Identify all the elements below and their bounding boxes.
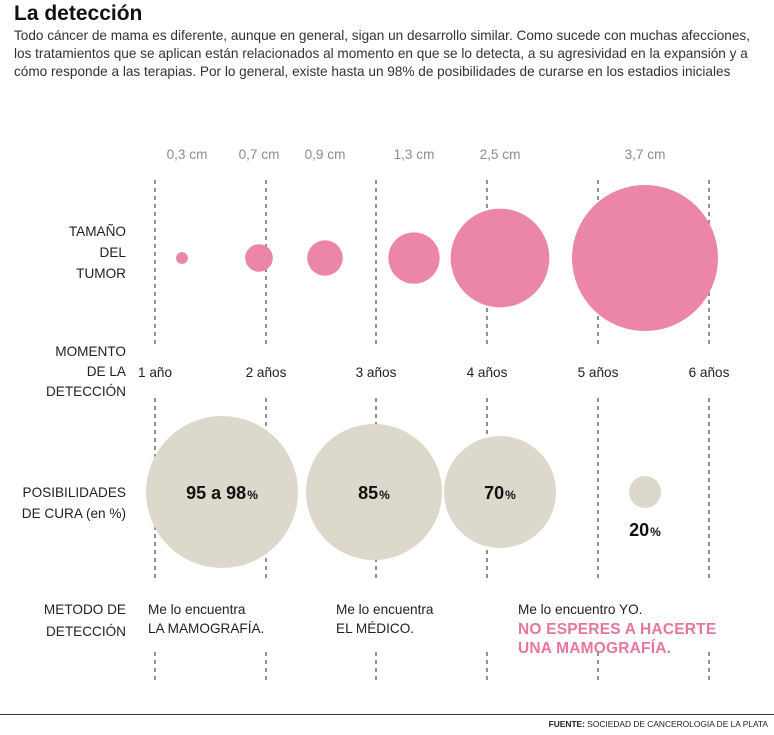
- size-label: 0,7 cm: [239, 147, 280, 162]
- year-label: 1 año: [138, 365, 172, 380]
- tumor-bubble: [388, 232, 440, 284]
- size-label: 0,3 cm: [167, 147, 208, 162]
- cure-bubble: [146, 416, 298, 568]
- year-label: 4 años: [467, 365, 508, 380]
- cta-line2: UNA MAMOGRAFÍA.: [518, 640, 672, 657]
- intro-text: Todo cáncer de mama es diferente, aunque…: [14, 28, 750, 79]
- cure-bubble: [306, 424, 442, 560]
- year-label: 6 años: [689, 365, 730, 380]
- cure-bubble: [629, 476, 661, 508]
- cure-bubble: [444, 436, 556, 548]
- year-labels: 1 año 2 años 3 años 4 años 5 años 6 años: [138, 365, 730, 380]
- size-row-label-1: TAMAÑO: [69, 224, 126, 239]
- cta-line1: NO ESPERES A HACERTE: [518, 621, 717, 638]
- cure-percent-sign: %: [247, 488, 258, 502]
- cure-value-label: 95 a 98%: [186, 483, 258, 503]
- size-labels: 0,3 cm 0,7 cm 0,9 cm 1,3 cm 2,5 cm 3,7 cm: [167, 147, 666, 162]
- cure-value: 95 a 98: [186, 483, 246, 503]
- size-label: 1,3 cm: [394, 147, 435, 162]
- infographic-chart: TAMAÑO DEL TUMOR MOMENTO DE LA DETECCIÓN…: [22, 147, 730, 680]
- cure-percent-sign: %: [650, 525, 661, 539]
- tumor-bubble: [176, 252, 188, 264]
- cure-value-label: 20%: [629, 520, 661, 540]
- method-mammography-line2: LA MAMOGRAFÍA.: [148, 621, 265, 636]
- tumor-bubble: [307, 240, 343, 276]
- tumor-bubble: [245, 244, 273, 272]
- method-self: Me lo encuentro YO.: [518, 600, 642, 619]
- footer-divider: [0, 714, 774, 715]
- source-credit: FUENTE: SOCIEDAD DE CANCEROLOGIA DE LA P…: [549, 719, 768, 729]
- source-label: FUENTE:: [548, 719, 585, 729]
- cure-value: 85: [358, 483, 378, 503]
- cure-row-label-2: DE CURA (en %): [22, 506, 126, 521]
- method-doctor-line2: EL MÉDICO.: [336, 621, 415, 636]
- tumor-bubbles: [176, 185, 718, 331]
- call-to-action: NO ESPERES A HACERTE UNA MAMOGRAFÍA.: [518, 620, 716, 658]
- size-label: 3,7 cm: [625, 147, 666, 162]
- tumor-bubble: [450, 208, 550, 308]
- method-doctor: Me lo encuentra EL MÉDICO.: [336, 600, 433, 638]
- method-doctor-line1: Me lo encuentra: [336, 602, 434, 617]
- source-text: SOCIEDAD DE CANCEROLOGIA DE LA PLATA: [587, 719, 768, 729]
- method-row-label-2: DETECCIÓN: [46, 624, 126, 639]
- cure-percent-sign: %: [379, 488, 390, 502]
- tumor-bubble: [572, 185, 718, 331]
- size-label: 0,9 cm: [305, 147, 346, 162]
- year-label: 5 años: [578, 365, 619, 380]
- moment-row-label-2: DE LA: [87, 364, 127, 379]
- moment-row-label-1: MOMENTO: [55, 344, 126, 359]
- size-row-label-3: TUMOR: [76, 266, 126, 281]
- size-row-label-2: DEL: [100, 245, 127, 260]
- size-label: 2,5 cm: [480, 147, 521, 162]
- moment-row-label-3: DETECCIÓN: [46, 384, 126, 399]
- year-label: 2 años: [246, 365, 287, 380]
- method-mammography: Me lo encuentra LA MAMOGRAFÍA.: [148, 600, 264, 638]
- cure-value-label: 70%: [484, 483, 516, 503]
- cure-row-label-1: POSIBILIDADES: [23, 485, 127, 500]
- method-self-line1: Me lo encuentro YO.: [518, 602, 643, 617]
- method-row-label-1: METODO DE: [44, 602, 126, 617]
- cure-bubbles: 95 a 98% 85% 70%20%: [146, 416, 661, 568]
- page-title: La detección: [14, 2, 143, 25]
- cure-value: 70: [484, 483, 504, 503]
- cure-value-label: 85%: [358, 483, 390, 503]
- cure-value: 20: [629, 520, 649, 540]
- method-mammography-line1: Me lo encuentra: [148, 602, 246, 617]
- year-label: 3 años: [356, 365, 397, 380]
- cure-percent-sign: %: [505, 488, 516, 502]
